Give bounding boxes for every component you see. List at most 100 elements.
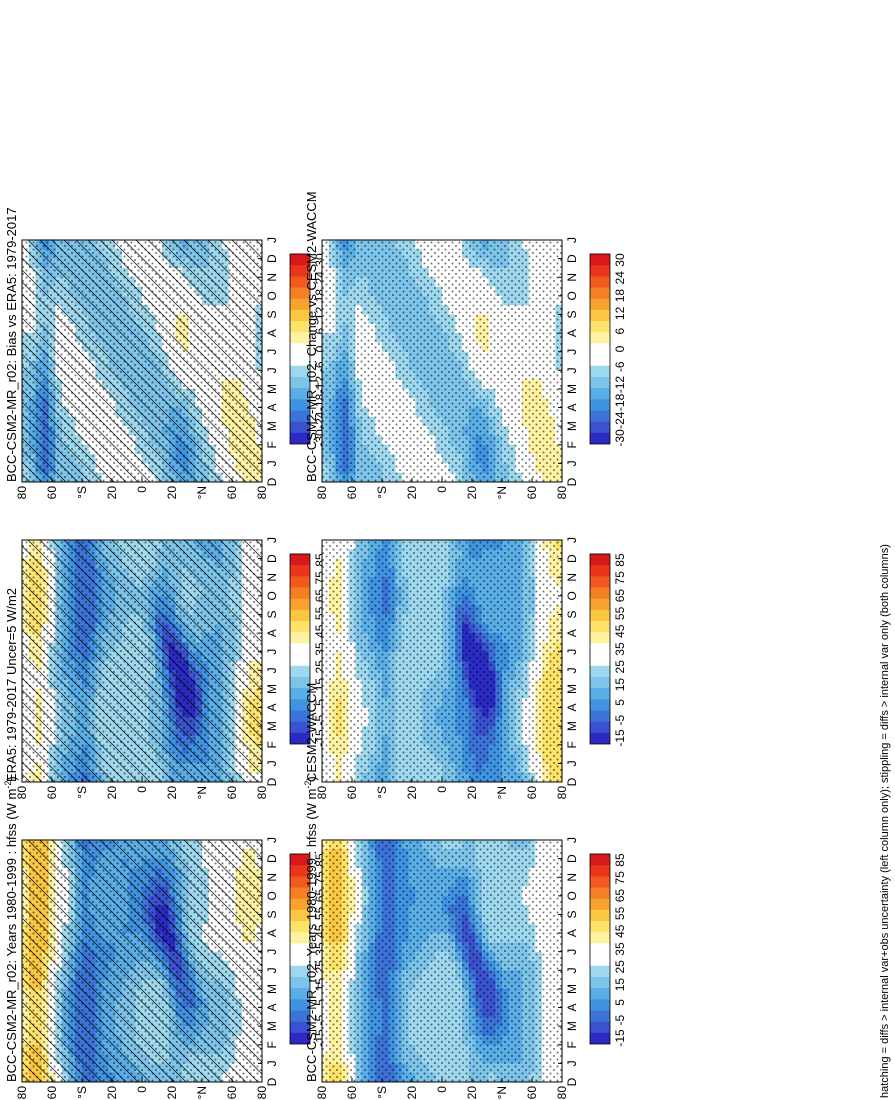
panel-title: BCC-CSM2-MR_r02: Years 1980-1999 : hfss … [303, 776, 319, 1082]
month-label: M [265, 721, 279, 731]
colorbar-label: -5 [313, 1015, 327, 1026]
colorbar-frame [289, 853, 311, 1045]
month-label: J [265, 667, 279, 673]
colorbar-swatch [590, 710, 610, 722]
lat-label: 80 [555, 1086, 569, 1100]
colorbar-label: 55 [613, 606, 627, 620]
colorbar-swatch [590, 909, 610, 922]
panel-title: CESM2-WACCM [304, 683, 319, 782]
colorbar-swatch [290, 909, 310, 922]
lat-label: 60 [345, 786, 359, 800]
month-label: D [265, 777, 279, 786]
month-label: N [265, 873, 279, 882]
lat-label: 60 [525, 786, 539, 800]
lat-label: 0 [135, 1086, 149, 1093]
month-label: J [565, 837, 579, 843]
lat-label: °N [495, 786, 509, 799]
lat-label: 80 [15, 1086, 29, 1100]
colorbar-label: 35 [613, 942, 627, 956]
month-label: J [265, 649, 279, 655]
colorbar-label: 85 [613, 553, 627, 567]
colorbar-label: 45 [613, 624, 627, 638]
month-label: J [565, 760, 579, 766]
colorbar-swatch [290, 920, 310, 933]
title-unit-close: ) [304, 776, 319, 780]
title-unit-close: ) [4, 776, 19, 780]
colorbar-swatch [590, 987, 610, 1000]
colorbar-swatch [590, 721, 610, 733]
colorbar-swatch [290, 898, 310, 910]
month-label: N [565, 573, 579, 582]
colorbar-label: -15 [613, 1029, 627, 1047]
month-label: O [565, 891, 579, 900]
colorbar-label: 55 [613, 906, 627, 920]
month-label: A [265, 629, 279, 637]
month-label: J [565, 1060, 579, 1066]
lat-label: °S [75, 786, 89, 799]
colorbar-label: -5 [613, 1015, 627, 1026]
colorbar-swatch [590, 553, 610, 566]
colorbar-swatch [590, 1021, 610, 1033]
lat-label: 0 [435, 786, 449, 793]
panel-cesm2-waccm: CESM2-WACCM DJFMAMJJASONDJ8060°N20020°S60… [304, 537, 627, 799]
colorbar-swatch [290, 954, 310, 966]
month-label: A [265, 1004, 279, 1012]
colorbar-swatch [290, 998, 310, 1011]
colorbar-label: 25 [613, 660, 627, 674]
colorbar-swatch [290, 654, 310, 666]
title-unit-exponent: -2 [3, 781, 13, 789]
colorbar-swatch [290, 575, 310, 588]
lat-label: 20 [405, 786, 419, 800]
month-label: F [265, 1041, 279, 1048]
colorbar-swatch [290, 598, 310, 610]
month-label: A [565, 1004, 579, 1012]
colorbar-swatch [290, 643, 310, 655]
colorbar-swatch [590, 564, 610, 577]
colorbar-swatch [590, 609, 610, 622]
colorbar-swatch [590, 687, 610, 700]
colorbar-swatch [290, 631, 310, 644]
month-label: J [565, 949, 579, 955]
lat-label: °S [75, 1086, 89, 1099]
colorbar-swatch [590, 665, 610, 677]
colorbar-swatch [590, 954, 610, 966]
lat-label: 20 [465, 1086, 479, 1100]
lat-label: 0 [435, 1086, 449, 1093]
month-label: N [565, 873, 579, 882]
lat-label: 60 [225, 1086, 239, 1100]
colorbar-label: 5 [613, 699, 627, 706]
colorbar-label: 25 [613, 960, 627, 974]
month-label: A [265, 929, 279, 937]
colorbar-label: 65 [613, 589, 627, 603]
colorbar-swatch [590, 643, 610, 655]
colorbar-swatch [590, 853, 610, 866]
colorbar-swatch [290, 1032, 310, 1044]
hatching-overlay [22, 540, 262, 782]
month-label: S [565, 610, 579, 618]
lat-label: 20 [105, 1086, 119, 1100]
month-label: M [265, 984, 279, 994]
month-label: J [565, 537, 579, 543]
colorbar-swatch [590, 887, 610, 899]
lat-label: °N [495, 1086, 509, 1099]
lat-label: 60 [525, 1086, 539, 1100]
panel-bcc-left: BCC-CSM2-MR_r02: Years 1980-1999 : hfss … [3, 776, 327, 1099]
month-label: J [265, 537, 279, 543]
colorbar-swatch [290, 875, 310, 888]
colorbar-swatch [590, 575, 610, 588]
month-label: J [265, 949, 279, 955]
month-label: J [565, 667, 579, 673]
month-label: A [565, 629, 579, 637]
colorbar-swatch [290, 864, 310, 877]
month-label: O [265, 591, 279, 600]
month-label: F [565, 741, 579, 748]
panel-bcc-right: BCC-CSM2-MR_r02: Years 1980-1999 : hfss … [303, 776, 627, 1099]
colorbar-label: 35 [613, 642, 627, 656]
colorbar-swatch [590, 654, 610, 666]
lat-label: 20 [165, 1086, 179, 1100]
month-label: D [265, 854, 279, 863]
lat-label: 0 [135, 786, 149, 793]
colorbar-swatch [290, 564, 310, 577]
colorbar-label: 45 [613, 924, 627, 938]
month-label: D [565, 777, 579, 786]
